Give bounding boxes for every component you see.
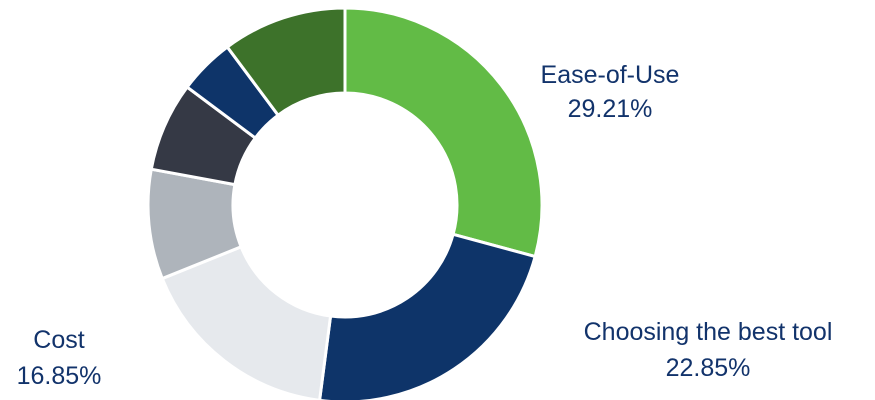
slice-ease-of-use: [343, 6, 544, 259]
label-cost-value: 16.85%: [17, 362, 102, 390]
donut-slices: [146, 6, 544, 400]
slice-unlabeled-6: [225, 6, 347, 118]
label-ease-of-use-value: 29.21%: [568, 95, 653, 123]
slice-labels: Ease-of-Use 29.21% Choosing the best too…: [17, 61, 833, 390]
slice-choosing-the-best-tool: [318, 232, 537, 400]
label-choosing-best-tool-value: 22.85%: [666, 354, 751, 382]
label-ease-of-use-name: Ease-of-Use: [541, 61, 680, 89]
label-cost-name: Cost: [33, 326, 84, 354]
label-choosing-best-tool-name: Choosing the best tool: [584, 318, 833, 346]
